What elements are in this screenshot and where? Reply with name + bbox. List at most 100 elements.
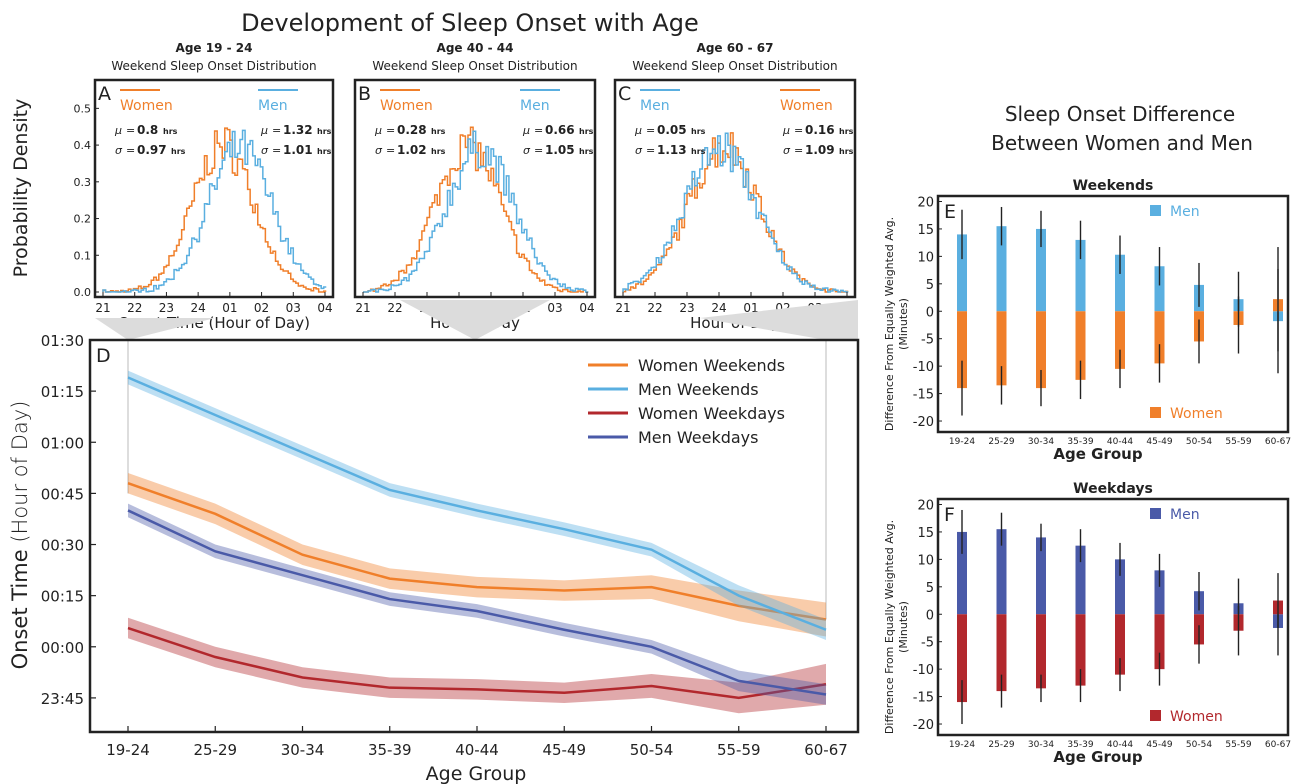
stat-equals: = [646,144,655,157]
panel-A-xtick-label: 03 [286,301,301,315]
bar-E-women-30-34 [1036,311,1046,389]
bar-E-men-45-49 [1154,266,1165,312]
panel-F-xtick-label: 30-34 [1028,740,1054,750]
panel-D-ytick-label: 23:45 [41,690,84,708]
bar-E-women-40-44 [1115,311,1125,369]
panel-D-ytick-label: 00:45 [41,485,84,503]
panel-D-ytick-label: 01:00 [41,434,84,452]
stat-mu-unit: hrs [163,127,178,136]
panel-E-xtick-label: 50-54 [1186,437,1212,447]
panel-D-xtick-label: 19-24 [106,741,150,759]
stat-mu-symbol: μ [634,124,642,137]
line-D-band-3 [128,503,826,705]
panel-A-ytick-label: 0.2 [74,213,92,226]
panel-C-subtitle: Weekend Sleep Onset Distribution [632,59,837,73]
stat-equals: = [794,124,803,137]
bar-F-women-30-34 [1036,614,1046,689]
stat-equals: = [126,124,135,137]
panel-E-ytick-label: -5 [921,333,934,348]
stat-sigma-value: 0.97 [137,143,167,157]
line-D-series-2 [127,626,827,700]
panel-D-legend-label-1: Men Weekends [638,380,759,399]
panel-A-ytick-label: 0.4 [74,139,92,152]
stat-mu-unit: hrs [579,127,594,136]
bar-F-women-40-44 [1115,614,1125,675]
stat-sigma-unit: hrs [691,147,706,156]
panel-C-xtick-label: 23 [679,301,694,315]
line-D-series-3 [127,509,827,696]
stat-equals: = [386,124,395,137]
bar-F-women-19-24 [957,614,967,703]
stat-sigma-value: 1.13 [657,143,687,157]
panel-A-ytick-label: 0.5 [74,102,92,115]
connector-wedge-c [700,300,858,340]
hist-B-men-line [363,130,589,293]
panel-E-ylabel-unit: (Minutes) [897,298,910,350]
stat-equals: = [386,144,395,157]
bar-F-men-25-29 [996,529,1007,615]
panel-D-xtick-label: 50-54 [630,741,674,759]
panel-F-ytick-label: 20 [917,498,934,513]
stat-sigma-symbol: σ [375,144,383,157]
stat-sigma-symbol: σ [523,144,531,157]
stat-sigma-symbol: σ [783,144,791,157]
panel-A-xtick-label: 04 [317,301,332,315]
panel-E-label: E [944,201,956,223]
stat-equals: = [646,124,655,137]
bar-F-men-30-34 [1036,537,1046,615]
stat-sigma-value: 1.09 [805,143,835,157]
panel-C-xtick-label: 24 [711,301,726,315]
bar-F-men-35-39 [1075,545,1086,615]
bar-F-women-35-39 [1075,614,1086,686]
panel-D-xtick-label: 60-67 [804,741,848,759]
panel-A-frame [93,78,335,299]
panel-B-legend-label-men: Men [520,98,550,114]
panel-F-xtick-label: 19-24 [949,740,975,750]
panel-F-xtick-label: 45-49 [1146,740,1172,750]
panel-F-xtick-label: 35-39 [1067,740,1093,750]
bar-E-men-35-39 [1075,239,1086,312]
panel-D-label: D [96,345,111,367]
panel-E-xtick-label: 55-59 [1225,437,1251,447]
panel-E-ylabel: Difference From Equally Weighted Avg. [883,217,896,431]
stat-mu-symbol: μ [374,124,382,137]
panel-E-legend-swatch-women [1150,407,1161,418]
panel-F-ytick-label: 10 [917,553,934,568]
bar-E-women-45-49 [1154,311,1165,364]
bar-E-men-25-29 [996,226,1007,312]
panel-C-frame [613,78,857,299]
panel-E-ytick-label: 20 [917,195,934,210]
stat-sigma-value: 1.01 [283,143,313,157]
panel-E-xtick-label: 60-67 [1265,437,1291,447]
stat-sigma-symbol: σ [115,144,123,157]
stat-mu-unit: hrs [839,127,854,136]
panel-E-ytick-label: -10 [913,360,934,375]
bar-E-women-25-29 [996,311,1007,386]
panel-E-xtick-label: 45-49 [1146,437,1172,447]
panel-D-xtick-label: 40-44 [455,741,499,759]
panel-D-frame [88,338,860,734]
stat-equals: = [272,144,281,157]
panel-E-xlabel: Age Group [1053,445,1142,463]
panel-F-xtick-label: 25-29 [988,740,1014,750]
line-D-band-0 [128,472,826,637]
panel-D-legend-label-2: Women Weekdays [638,404,785,423]
stat-sigma-unit: hrs [579,147,594,156]
panel-A-xtick-label: 02 [254,301,269,315]
bar-E-men-30-34 [1036,228,1046,312]
connector-wedge-b [400,300,550,340]
panel-B-title: Age 40 - 44 [437,41,514,55]
stat-sigma-unit: hrs [431,147,446,156]
panel-A-ylabel: Probability Density [10,99,32,278]
panel-F-ytick-label: -20 [913,718,934,733]
panel-D-ytick-label: 00:15 [41,588,84,606]
panel-F-legend-swatch-women [1150,710,1161,721]
panel-E-title: Weekends [1073,178,1154,194]
panel-A-xtick-label: 23 [159,301,174,315]
panel-F-legend-swatch-men [1150,508,1161,519]
panel-E-ytick-label: -15 [913,388,934,403]
stat-mu-unit: hrs [317,127,332,136]
panel-E-ytick-label: 0 [926,305,934,320]
panel-A-label: A [98,83,111,105]
panel-D-xtick-label: 25-29 [193,741,237,759]
